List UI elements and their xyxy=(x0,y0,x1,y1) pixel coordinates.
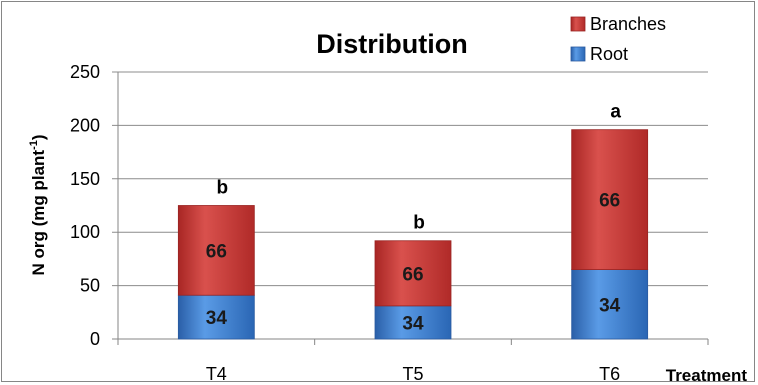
y-tick-label: 100 xyxy=(70,222,100,242)
legend-swatch-branches xyxy=(570,16,586,32)
bar-root-t6 xyxy=(571,269,649,340)
x-axis-label: Treatment xyxy=(666,366,748,385)
legend: Branches Root xyxy=(570,14,666,64)
chart-title: Distribution xyxy=(316,29,467,59)
y-tick-label: 50 xyxy=(80,276,100,296)
data-label: 34 xyxy=(599,295,621,316)
data-label: 34 xyxy=(402,313,424,334)
bar-root-t4 xyxy=(177,294,255,340)
legend-swatch-root xyxy=(570,46,586,62)
x-tick-label: T4 xyxy=(206,364,227,384)
x-tick-label: T6 xyxy=(599,364,620,384)
legend-label-root: Root xyxy=(590,44,628,64)
bar-branches-t6 xyxy=(571,129,649,270)
bar-root-t5 xyxy=(374,305,452,340)
x-tick-labels: T4 T5 T6 xyxy=(117,339,709,384)
data-label: 66 xyxy=(402,264,423,285)
significance-letter: a xyxy=(610,102,621,123)
y-tick-label: 200 xyxy=(70,115,100,135)
y-tick-label: 250 xyxy=(70,62,100,82)
y-axis-label: N org (mg plant-1) xyxy=(28,134,48,275)
y-tick-labels: 0 50 100 150 200 250 xyxy=(70,62,100,349)
y-tick-label: 150 xyxy=(70,169,100,189)
y-tick-label: 0 xyxy=(90,329,100,349)
data-label: 34 xyxy=(206,308,228,329)
legend-label-branches: Branches xyxy=(590,14,666,34)
data-label: 66 xyxy=(206,241,227,262)
significance-letter: b xyxy=(413,213,425,234)
significance-letter: b xyxy=(217,178,229,199)
bar-branches-t4 xyxy=(177,205,255,296)
data-label: 66 xyxy=(599,191,620,212)
bars: 34 66 b 34 66 b 34 66 a xyxy=(177,102,649,340)
x-tick-label: T5 xyxy=(402,364,423,384)
bar-branches-t5 xyxy=(374,240,452,307)
